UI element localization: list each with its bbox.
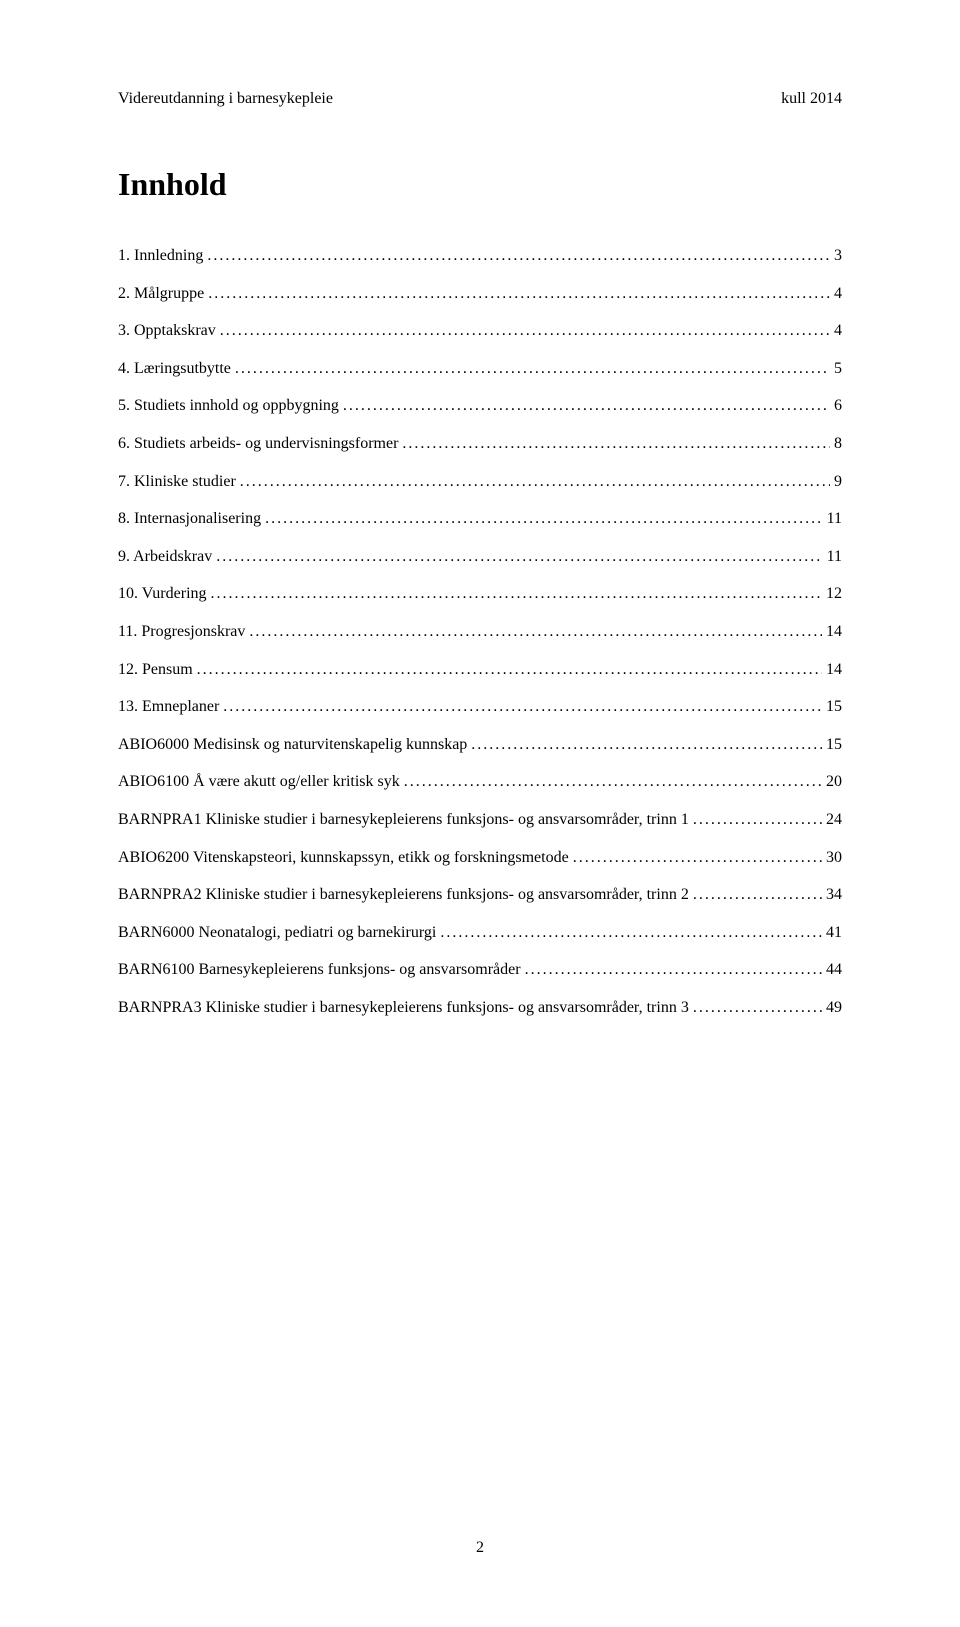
toc-entry-page: 49: [826, 989, 842, 1027]
toc-entry-leader: [220, 312, 830, 350]
toc-entry-label: 13. Emneplaner: [118, 688, 219, 726]
toc-title: Innhold: [118, 166, 842, 203]
toc-entry-label: 6. Studiets arbeids- og undervisningsfor…: [118, 425, 398, 463]
toc-entry: BARNPRA2 Kliniske studier i barnesykeple…: [118, 876, 842, 914]
toc-entry-page: 15: [826, 688, 842, 726]
toc-entry: BARN6100 Barnesykepleierens funksjons- o…: [118, 951, 842, 989]
toc-entry-leader: [223, 688, 822, 726]
toc-entry-page: 41: [826, 914, 842, 952]
toc-entry-leader: [404, 763, 822, 801]
toc-entry-label: ABIO6100 Å være akutt og/eller kritisk s…: [118, 763, 400, 801]
toc-entry-page: 15: [826, 726, 842, 764]
toc-entry-page: 9: [834, 463, 842, 501]
toc-entry-page: 14: [826, 613, 842, 651]
toc-entry-label: 2. Målgruppe: [118, 275, 204, 313]
toc-entry-label: 9. Arbeidskrav: [118, 538, 212, 576]
toc-entry: 12. Pensum 14: [118, 651, 842, 689]
toc-entry-page: 24: [826, 801, 842, 839]
toc-entry-page: 6: [834, 387, 842, 425]
toc-entry: ABIO6100 Å være akutt og/eller kritisk s…: [118, 763, 842, 801]
toc-entry-page: 14: [826, 651, 842, 689]
toc-entry: BARNPRA1 Kliniske studier i barnesykeple…: [118, 801, 842, 839]
toc-entry-label: BARNPRA1 Kliniske studier i barnesykeple…: [118, 801, 689, 839]
header-left: Videreutdanning i barnesykepleie: [118, 90, 333, 108]
toc-entry: 4. Læringsutbytte 5: [118, 350, 842, 388]
toc-entry-label: ABIO6200 Vitenskapsteori, kunnskapssyn, …: [118, 839, 569, 877]
toc-entry-label: ABIO6000 Medisinsk og naturvitenskapelig…: [118, 726, 467, 764]
toc-entry: 3. Opptakskrav 4: [118, 312, 842, 350]
toc-entry-label: 11. Progresjonskrav: [118, 613, 245, 651]
toc-entry-label: 10. Vurdering: [118, 575, 207, 613]
toc-entry-page: 12: [826, 575, 842, 613]
toc-entry: 2. Målgruppe 4: [118, 275, 842, 313]
toc-entry-page: 11: [827, 500, 842, 538]
toc-entry-leader: [216, 538, 822, 576]
toc-entry-leader: [240, 463, 830, 501]
toc-entry-leader: [197, 651, 822, 689]
toc-entry-page: 20: [826, 763, 842, 801]
toc-entry-label: 12. Pensum: [118, 651, 193, 689]
toc-entry-leader: [471, 726, 822, 764]
toc-entry: ABIO6200 Vitenskapsteori, kunnskapssyn, …: [118, 839, 842, 877]
toc-entry: 13. Emneplaner 15: [118, 688, 842, 726]
toc-entry-leader: [211, 575, 822, 613]
toc-entry-page: 44: [826, 951, 842, 989]
toc-entry-label: 8. Internasjonalisering: [118, 500, 261, 538]
toc-entry: ABIO6000 Medisinsk og naturvitenskapelig…: [118, 726, 842, 764]
toc-entry-page: 4: [834, 312, 842, 350]
toc-entry: 1. Innledning 3: [118, 237, 842, 275]
page-container: Videreutdanning i barnesykepleie kull 20…: [0, 0, 960, 1026]
page-header: Videreutdanning i barnesykepleie kull 20…: [118, 90, 842, 108]
toc-entry: BARNPRA3 Kliniske studier i barnesykeple…: [118, 989, 842, 1027]
toc-entry-label: 5. Studiets innhold og oppbygning: [118, 387, 339, 425]
toc-entry-label: BARNPRA2 Kliniske studier i barnesykeple…: [118, 876, 689, 914]
toc-entry-page: 34: [826, 876, 842, 914]
toc-entry-leader: [207, 237, 830, 275]
header-right: kull 2014: [781, 90, 842, 108]
toc-entry-label: 7. Kliniske studier: [118, 463, 236, 501]
toc-entry: 7. Kliniske studier 9: [118, 463, 842, 501]
toc-entry-leader: [402, 425, 830, 463]
toc-entry-page: 5: [834, 350, 842, 388]
toc-entry: BARN6000 Neonatalogi, pediatri og barnek…: [118, 914, 842, 952]
toc-entry-leader: [693, 876, 822, 914]
toc-entry-leader: [525, 951, 822, 989]
toc-entry-page: 4: [834, 275, 842, 313]
toc-entry-leader: [265, 500, 823, 538]
toc-entry-leader: [573, 839, 822, 877]
toc-entry-page: 8: [834, 425, 842, 463]
toc-entry-label: 4. Læringsutbytte: [118, 350, 231, 388]
toc-entry-label: BARNPRA3 Kliniske studier i barnesykeple…: [118, 989, 689, 1027]
toc-entry-label: BARN6100 Barnesykepleierens funksjons- o…: [118, 951, 521, 989]
toc-entry-label: 3. Opptakskrav: [118, 312, 216, 350]
toc-entry: 5. Studiets innhold og oppbygning 6: [118, 387, 842, 425]
toc-entry: 8. Internasjonalisering 11: [118, 500, 842, 538]
toc-entry-leader: [440, 914, 822, 952]
toc-entry-label: 1. Innledning: [118, 237, 203, 275]
toc-entry-page: 11: [827, 538, 842, 576]
toc-entry: 10. Vurdering 12: [118, 575, 842, 613]
toc-entry-leader: [208, 275, 830, 313]
toc-entry: 11. Progresjonskrav 14: [118, 613, 842, 651]
toc-entry-leader: [249, 613, 822, 651]
toc-entry-page: 3: [834, 237, 842, 275]
page-number: 2: [0, 1539, 960, 1557]
toc-entry-leader: [343, 387, 830, 425]
toc-entry: 6. Studiets arbeids- og undervisningsfor…: [118, 425, 842, 463]
toc-entry: 9. Arbeidskrav 11: [118, 538, 842, 576]
toc-entry-leader: [693, 989, 822, 1027]
toc-entry-leader: [693, 801, 822, 839]
toc-entry-label: BARN6000 Neonatalogi, pediatri og barnek…: [118, 914, 436, 952]
toc-entry-page: 30: [826, 839, 842, 877]
toc-list: 1. Innledning32. Målgruppe43. Opptakskra…: [118, 237, 842, 1026]
toc-entry-leader: [235, 350, 830, 388]
